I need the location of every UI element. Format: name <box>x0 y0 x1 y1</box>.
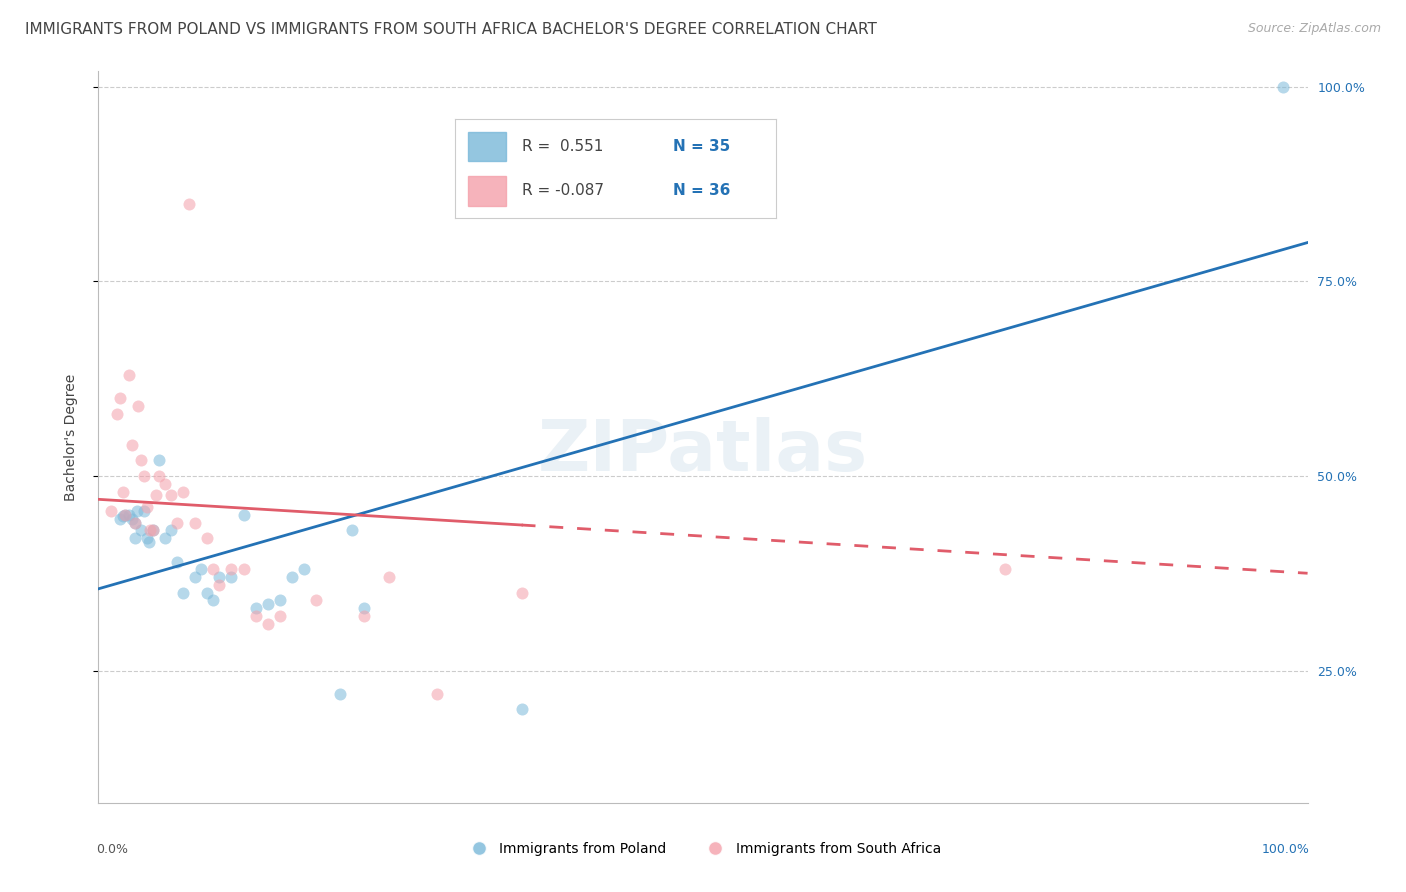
Point <box>153 531 176 545</box>
Point <box>184 570 207 584</box>
Point <box>105 407 128 421</box>
Point <box>160 524 183 538</box>
Point <box>129 524 152 538</box>
Point <box>245 609 267 624</box>
Point <box>142 524 165 538</box>
Point <box>256 598 278 612</box>
Point <box>281 570 304 584</box>
Point <box>121 512 143 526</box>
Point <box>135 500 157 515</box>
Point <box>142 524 165 538</box>
Point <box>108 512 131 526</box>
Point <box>108 391 131 405</box>
Point <box>221 562 243 576</box>
Point <box>124 531 146 545</box>
Point <box>305 593 328 607</box>
Point <box>426 687 449 701</box>
Point <box>153 476 176 491</box>
Point <box>202 593 225 607</box>
Point <box>377 570 399 584</box>
Point <box>245 601 267 615</box>
Point <box>118 368 141 382</box>
Point <box>179 196 201 211</box>
Point <box>510 702 533 716</box>
Point <box>114 508 136 522</box>
Point <box>269 593 291 607</box>
Point <box>994 562 1017 576</box>
Point <box>160 488 183 502</box>
Point <box>184 516 207 530</box>
Point <box>353 601 375 615</box>
Point <box>269 609 291 624</box>
Point <box>292 562 315 576</box>
Point <box>148 469 170 483</box>
Point <box>127 399 149 413</box>
Point <box>138 535 160 549</box>
Legend: Immigrants from Poland, Immigrants from South Africa: Immigrants from Poland, Immigrants from … <box>460 837 946 862</box>
Y-axis label: Bachelor's Degree: Bachelor's Degree <box>63 374 77 500</box>
Point <box>202 562 225 576</box>
Point <box>195 531 218 545</box>
Point <box>172 585 194 599</box>
Point <box>329 687 352 701</box>
Point <box>134 504 156 518</box>
Point <box>111 509 134 524</box>
Point <box>114 508 136 522</box>
Point <box>1272 79 1295 94</box>
Point <box>190 562 212 576</box>
Point <box>172 484 194 499</box>
Point <box>124 516 146 530</box>
Point <box>166 555 188 569</box>
Text: IMMIGRANTS FROM POLAND VS IMMIGRANTS FROM SOUTH AFRICA BACHELOR'S DEGREE CORRELA: IMMIGRANTS FROM POLAND VS IMMIGRANTS FRO… <box>25 22 877 37</box>
Point <box>342 524 364 538</box>
Point <box>124 516 146 530</box>
Point <box>139 524 162 538</box>
Point <box>111 484 134 499</box>
Text: 100.0%: 100.0% <box>1263 843 1310 856</box>
Point <box>127 504 149 518</box>
Point <box>129 453 152 467</box>
Point <box>195 585 218 599</box>
Point <box>118 508 141 522</box>
Point <box>148 453 170 467</box>
Point <box>121 438 143 452</box>
Point <box>166 516 188 530</box>
Point <box>135 531 157 545</box>
Point <box>145 488 167 502</box>
Point <box>134 469 156 483</box>
Point <box>510 585 533 599</box>
Point <box>232 562 254 576</box>
Point <box>232 508 254 522</box>
Point <box>256 616 278 631</box>
Text: Source: ZipAtlas.com: Source: ZipAtlas.com <box>1247 22 1381 36</box>
Text: ZIPatlas: ZIPatlas <box>538 417 868 486</box>
Text: 0.0%: 0.0% <box>96 843 128 856</box>
Point <box>100 504 122 518</box>
Point <box>208 578 231 592</box>
Point <box>221 570 243 584</box>
Point <box>208 570 231 584</box>
Point <box>353 609 375 624</box>
